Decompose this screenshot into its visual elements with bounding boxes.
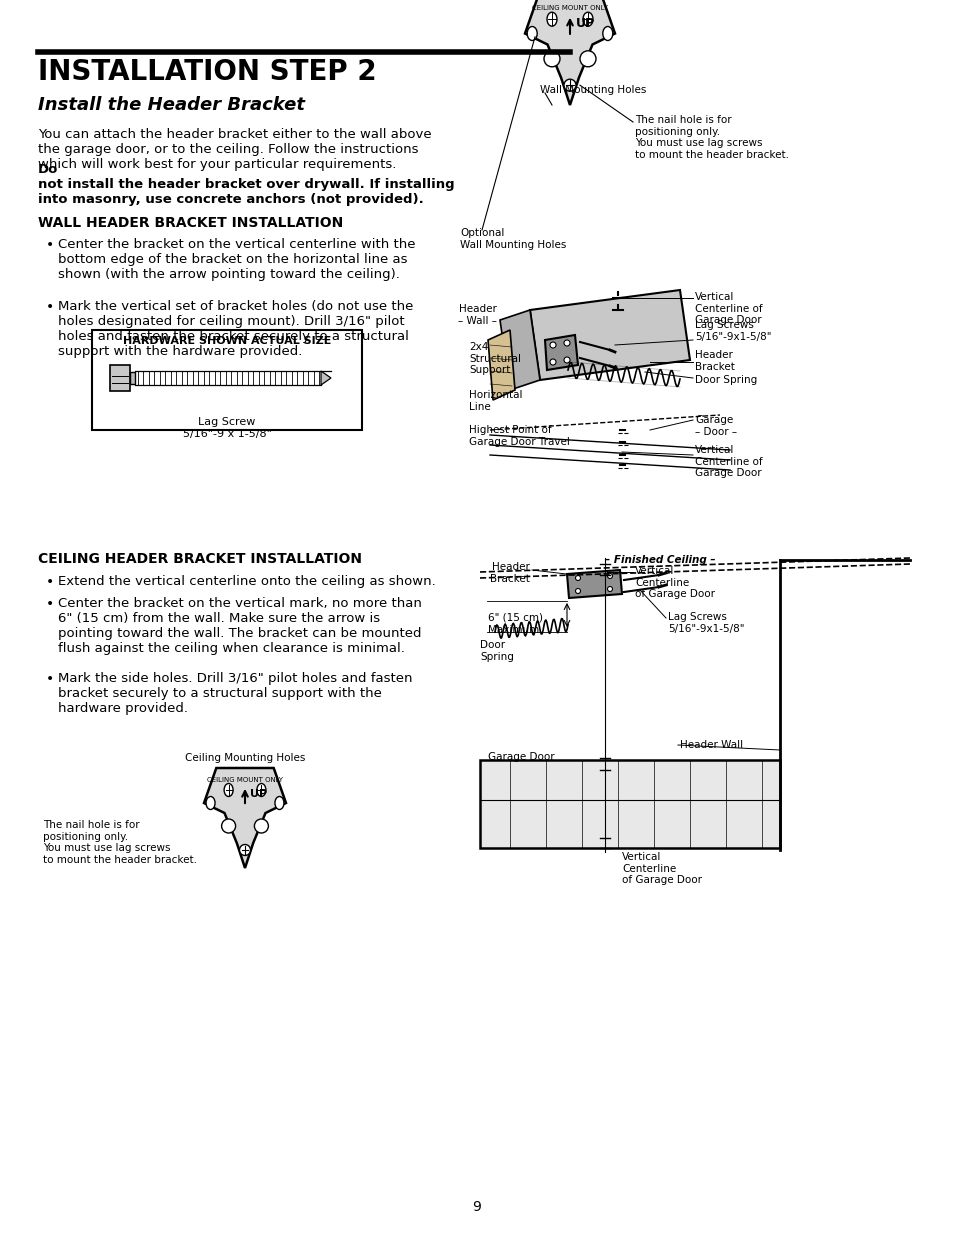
Text: Vertical
Centerline
of Garage Door: Vertical Centerline of Garage Door xyxy=(621,852,701,885)
Text: Door Spring: Door Spring xyxy=(695,375,757,385)
Circle shape xyxy=(543,51,559,67)
Text: The nail hole is for
positioning only.
You must use lag screws
to mount the head: The nail hole is for positioning only. Y… xyxy=(43,820,196,864)
Text: HARDWARE SHOWN ACTUAL SIZE: HARDWARE SHOWN ACTUAL SIZE xyxy=(123,336,331,346)
Ellipse shape xyxy=(582,12,593,26)
Text: •: • xyxy=(46,238,54,252)
Text: INSTALLATION STEP 2: INSTALLATION STEP 2 xyxy=(38,58,376,86)
Polygon shape xyxy=(524,0,615,105)
Polygon shape xyxy=(488,330,515,400)
Text: •: • xyxy=(46,300,54,314)
Text: You can attach the header bracket either to the wall above
the garage door, or t: You can attach the header bracket either… xyxy=(38,128,431,170)
Text: Do
not install the header bracket over drywall. If installing
into masonry, use : Do not install the header bracket over d… xyxy=(38,163,455,206)
Circle shape xyxy=(575,589,579,594)
Text: CEILING HEADER BRACKET INSTALLATION: CEILING HEADER BRACKET INSTALLATION xyxy=(38,552,361,566)
Ellipse shape xyxy=(256,783,266,797)
Polygon shape xyxy=(530,290,689,380)
Circle shape xyxy=(579,51,596,67)
Text: Wall Mounting Holes: Wall Mounting Holes xyxy=(539,85,646,95)
Text: Install the Header Bracket: Install the Header Bracket xyxy=(38,96,305,114)
Circle shape xyxy=(575,576,579,580)
Text: •: • xyxy=(46,576,54,589)
Text: Header Wall: Header Wall xyxy=(679,740,742,750)
Text: 6" (15 cm)
Maximum: 6" (15 cm) Maximum xyxy=(488,613,542,635)
Circle shape xyxy=(563,357,569,363)
Text: •: • xyxy=(46,672,54,685)
Text: UP: UP xyxy=(576,17,595,30)
Text: Highest Point of
Garage Door Travel: Highest Point of Garage Door Travel xyxy=(469,425,569,447)
Circle shape xyxy=(239,845,251,856)
Text: 9: 9 xyxy=(472,1200,481,1214)
Text: Garage Door: Garage Door xyxy=(488,752,554,762)
Text: Center the bracket on the vertical centerline with the
bottom edge of the bracke: Center the bracket on the vertical cente… xyxy=(58,238,416,282)
Ellipse shape xyxy=(274,797,284,809)
Ellipse shape xyxy=(224,783,233,797)
Text: Extend the vertical centerline onto the ceiling as shown.: Extend the vertical centerline onto the … xyxy=(58,576,436,588)
Polygon shape xyxy=(566,571,621,598)
Polygon shape xyxy=(479,760,780,848)
Text: Lag Screw
5/16"-9 x 1-5/8": Lag Screw 5/16"-9 x 1-5/8" xyxy=(182,417,272,438)
Ellipse shape xyxy=(602,26,612,41)
Text: •: • xyxy=(46,597,54,611)
Bar xyxy=(110,366,130,391)
Circle shape xyxy=(221,819,235,832)
Text: Ceiling Mounting Holes: Ceiling Mounting Holes xyxy=(185,753,305,763)
Ellipse shape xyxy=(206,797,214,809)
Circle shape xyxy=(563,340,569,346)
Text: UP: UP xyxy=(250,789,267,799)
Text: Header
Bracket: Header Bracket xyxy=(490,562,530,584)
Text: 2x4
Structural
Support: 2x4 Structural Support xyxy=(469,342,520,375)
Polygon shape xyxy=(320,370,331,385)
Text: The nail hole is for
positioning only.
You must use lag screws
to mount the head: The nail hole is for positioning only. Y… xyxy=(635,115,788,159)
Circle shape xyxy=(254,819,268,832)
Circle shape xyxy=(550,359,556,366)
Ellipse shape xyxy=(527,26,537,41)
Text: Vertical
Centerline of
Garage Door: Vertical Centerline of Garage Door xyxy=(695,445,761,478)
Text: Optional
Wall Mounting Holes: Optional Wall Mounting Holes xyxy=(459,228,566,249)
Text: Header
Bracket: Header Bracket xyxy=(695,350,734,372)
Circle shape xyxy=(607,587,612,592)
Text: Garage
– Door –: Garage – Door – xyxy=(695,415,737,437)
Text: Lag Screws
5/16"-9x1-5/8": Lag Screws 5/16"-9x1-5/8" xyxy=(695,320,771,342)
Bar xyxy=(91,330,361,430)
Circle shape xyxy=(550,342,556,348)
Text: Center the bracket on the vertical mark, no more than
6" (15 cm) from the wall. : Center the bracket on the vertical mark,… xyxy=(58,597,421,655)
Polygon shape xyxy=(499,310,539,390)
Text: Header
– Wall –: Header – Wall – xyxy=(457,304,497,326)
Text: Mark the side holes. Drill 3/16" pilot holes and fasten
bracket securely to a st: Mark the side holes. Drill 3/16" pilot h… xyxy=(58,672,412,715)
Text: WALL HEADER BRACKET INSTALLATION: WALL HEADER BRACKET INSTALLATION xyxy=(38,216,343,230)
Text: Horizontal
Line: Horizontal Line xyxy=(469,390,522,411)
Text: Vertical
Centerline
of Garage Door: Vertical Centerline of Garage Door xyxy=(635,566,714,599)
Polygon shape xyxy=(544,335,578,370)
Text: Lag Screws
5/16"-9x1-5/8": Lag Screws 5/16"-9x1-5/8" xyxy=(667,613,743,634)
Text: Vertical
Centerline of
Garage Door: Vertical Centerline of Garage Door xyxy=(695,291,761,325)
Circle shape xyxy=(607,573,612,578)
Text: Door
Spring: Door Spring xyxy=(479,640,514,662)
Polygon shape xyxy=(204,768,286,868)
Text: CEILING MOUNT ONLY: CEILING MOUNT ONLY xyxy=(207,777,283,783)
Text: CEILING MOUNT ONLY: CEILING MOUNT ONLY xyxy=(532,5,607,11)
Text: Mark the vertical set of bracket holes (do not use the
holes designated for ceil: Mark the vertical set of bracket holes (… xyxy=(58,300,413,358)
Text: – Finished Ceiling –: – Finished Ceiling – xyxy=(604,555,715,564)
Bar xyxy=(130,372,135,384)
Circle shape xyxy=(563,79,576,91)
Ellipse shape xyxy=(546,12,557,26)
